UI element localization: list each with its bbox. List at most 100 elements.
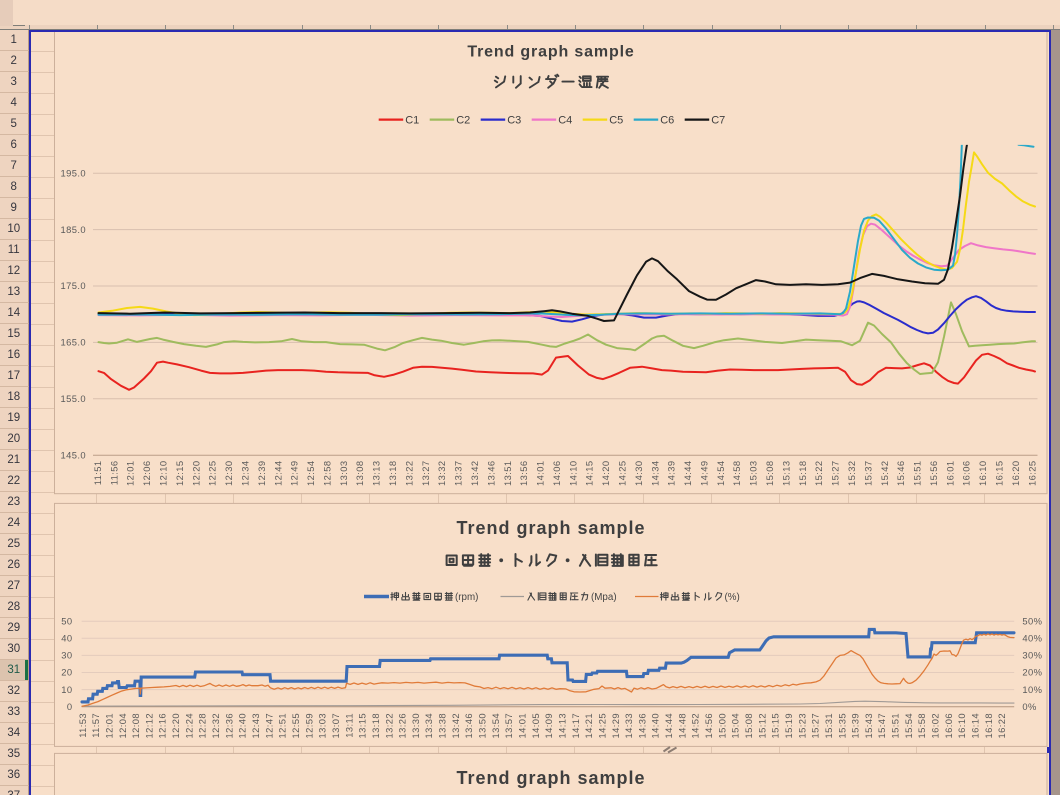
- svg-text:16:06: 16:06: [961, 461, 972, 486]
- svg-text:Trend graph sample: Trend graph sample: [456, 518, 645, 538]
- svg-text:13:34: 13:34: [423, 713, 434, 738]
- svg-text:15:08: 15:08: [764, 461, 775, 486]
- svg-text:12:16: 12:16: [157, 713, 168, 738]
- svg-text:Trend graph sample: Trend graph sample: [467, 44, 634, 61]
- svg-text:12:36: 12:36: [223, 713, 234, 738]
- svg-text:12:47: 12:47: [263, 713, 274, 738]
- svg-text:15:51: 15:51: [912, 461, 923, 486]
- svg-text:15:31: 15:31: [823, 713, 834, 738]
- svg-text:175.0: 175.0: [61, 280, 86, 291]
- svg-text:(rpm): (rpm): [455, 592, 478, 603]
- svg-text:30: 30: [61, 650, 72, 661]
- svg-text:16:10: 16:10: [956, 713, 967, 738]
- svg-text:15:46: 15:46: [895, 461, 906, 486]
- svg-text:13:57: 13:57: [503, 713, 514, 738]
- svg-text:16:02: 16:02: [930, 713, 941, 738]
- svg-text:12:58: 12:58: [321, 461, 332, 486]
- svg-text:0%: 0%: [1022, 701, 1036, 712]
- svg-text:14:34: 14:34: [649, 461, 660, 486]
- svg-text:145.0: 145.0: [61, 449, 86, 460]
- svg-text:14:21: 14:21: [583, 713, 594, 738]
- svg-text:11:51: 11:51: [92, 461, 103, 486]
- svg-text:13:26: 13:26: [397, 713, 408, 738]
- svg-text:15:47: 15:47: [876, 713, 887, 738]
- svg-text:14:29: 14:29: [610, 713, 621, 738]
- svg-text:14:39: 14:39: [666, 461, 677, 486]
- svg-text:C6: C6: [660, 115, 674, 127]
- svg-text:16:22: 16:22: [996, 713, 1007, 738]
- svg-text:13:50: 13:50: [477, 713, 488, 738]
- svg-text:13:03: 13:03: [338, 461, 349, 486]
- svg-text:16:25: 16:25: [1026, 461, 1037, 486]
- svg-text:11:56: 11:56: [108, 461, 119, 486]
- svg-text:14:48: 14:48: [676, 713, 687, 738]
- svg-text:14:33: 14:33: [623, 713, 634, 738]
- svg-text:13:22: 13:22: [383, 713, 394, 738]
- svg-text:Trend graph sample: Trend graph sample: [456, 768, 645, 788]
- svg-text:14:44: 14:44: [663, 713, 674, 738]
- svg-text:13:11: 13:11: [343, 713, 354, 738]
- svg-text:15:08: 15:08: [743, 713, 754, 738]
- svg-text:14:49: 14:49: [699, 461, 710, 486]
- svg-text:14:05: 14:05: [530, 713, 541, 738]
- svg-text:13:15: 13:15: [357, 713, 368, 738]
- svg-text:12:15: 12:15: [174, 461, 185, 486]
- svg-text:13:07: 13:07: [330, 713, 341, 738]
- svg-text:13:27: 13:27: [420, 461, 431, 486]
- svg-text:13:37: 13:37: [453, 461, 464, 486]
- svg-text:12:01: 12:01: [125, 461, 136, 486]
- svg-text:15:00: 15:00: [716, 713, 727, 738]
- svg-text:16:06: 16:06: [943, 713, 954, 738]
- svg-text:15:54: 15:54: [903, 713, 914, 738]
- svg-text:20: 20: [61, 667, 72, 678]
- svg-text:165.0: 165.0: [61, 337, 86, 348]
- svg-text:12:20: 12:20: [170, 713, 181, 738]
- svg-text:12:59: 12:59: [303, 713, 314, 738]
- svg-text:12:24: 12:24: [183, 713, 194, 738]
- svg-text:15:56: 15:56: [928, 461, 939, 486]
- svg-text:10: 10: [61, 684, 72, 695]
- svg-text:50%: 50%: [1022, 615, 1042, 626]
- svg-text:13:03: 13:03: [317, 713, 328, 738]
- svg-text:16:14: 16:14: [970, 713, 981, 738]
- svg-text:12:54: 12:54: [305, 461, 316, 486]
- svg-text:13:32: 13:32: [436, 461, 447, 486]
- svg-text:12:20: 12:20: [190, 461, 201, 486]
- svg-text:12:30: 12:30: [223, 461, 234, 486]
- svg-text:15:18: 15:18: [797, 461, 808, 486]
- svg-text:12:49: 12:49: [289, 461, 300, 486]
- svg-text:195.0: 195.0: [61, 167, 86, 178]
- svg-text:14:01: 14:01: [535, 461, 546, 486]
- svg-text:15:43: 15:43: [863, 713, 874, 738]
- svg-text:C4: C4: [558, 115, 572, 127]
- svg-text:15:04: 15:04: [730, 713, 741, 738]
- svg-text:15:37: 15:37: [862, 461, 873, 486]
- svg-text:13:56: 13:56: [518, 461, 529, 486]
- svg-text:13:30: 13:30: [410, 713, 421, 738]
- svg-text:12:40: 12:40: [237, 713, 248, 738]
- svg-text:185.0: 185.0: [61, 224, 86, 235]
- svg-text:12:32: 12:32: [210, 713, 221, 738]
- svg-text:11:53: 11:53: [77, 713, 88, 738]
- svg-text:14:36: 14:36: [636, 713, 647, 738]
- svg-text:15:27: 15:27: [810, 713, 821, 738]
- svg-text:(%): (%): [725, 592, 740, 603]
- svg-text:15:27: 15:27: [830, 461, 841, 486]
- svg-text:40%: 40%: [1022, 633, 1042, 644]
- svg-text:14:13: 14:13: [557, 713, 568, 738]
- svg-text:0: 0: [67, 701, 73, 712]
- svg-text:13:54: 13:54: [490, 713, 501, 738]
- svg-text:15:51: 15:51: [890, 713, 901, 738]
- svg-text:13:18: 13:18: [387, 461, 398, 486]
- svg-text:16:01: 16:01: [944, 461, 955, 486]
- svg-text:12:44: 12:44: [272, 461, 283, 486]
- svg-text:12:55: 12:55: [290, 713, 301, 738]
- svg-text:13:08: 13:08: [354, 461, 365, 486]
- svg-text:14:52: 14:52: [690, 713, 701, 738]
- svg-text:15:12: 15:12: [756, 713, 767, 738]
- svg-text:13:46: 13:46: [485, 461, 496, 486]
- svg-text:13:46: 13:46: [463, 713, 474, 738]
- svg-text:C7: C7: [711, 115, 725, 127]
- svg-text:10%: 10%: [1022, 684, 1042, 695]
- svg-text:14:58: 14:58: [731, 461, 742, 486]
